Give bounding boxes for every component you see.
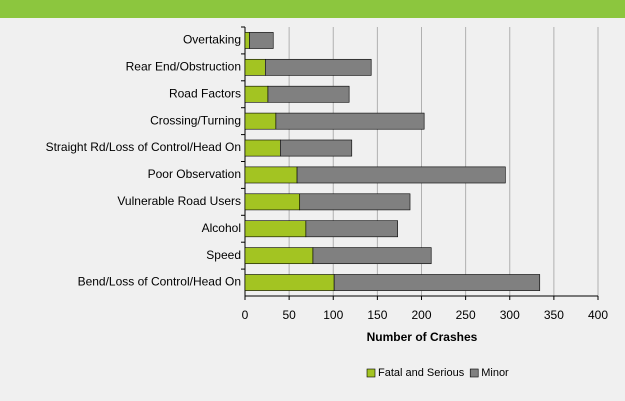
- y-tick-label: Bend/Loss of Control/Head On: [78, 275, 241, 289]
- bar-segment: [244, 220, 307, 238]
- bar-segment: [267, 85, 350, 103]
- x-tick-label: 250: [456, 308, 476, 322]
- legend-swatch: [366, 368, 376, 378]
- bar-segment: [264, 58, 372, 76]
- bar-segment: [244, 247, 314, 265]
- x-tick-label: 350: [544, 308, 564, 322]
- bar-segment: [244, 193, 301, 211]
- bar-segment: [249, 32, 274, 49]
- bar-segment: [275, 112, 425, 130]
- header-band: [0, 0, 625, 18]
- bar-segment: [244, 85, 269, 103]
- bar-segment: [244, 58, 266, 76]
- x-tick-label: 300: [500, 308, 520, 322]
- bar-segment: [296, 166, 506, 184]
- x-tick-label: 100: [323, 308, 343, 322]
- x-axis-label: Number of Crashes: [367, 330, 478, 344]
- y-tick-label: Straight Rd/Loss of Control/Head On: [46, 140, 241, 154]
- bar-segment: [312, 247, 432, 265]
- legend-swatch: [469, 368, 479, 378]
- bar-segment: [244, 112, 277, 130]
- y-tick-label: Rear End/Obstruction: [126, 60, 241, 74]
- y-tick-label: Speed: [206, 248, 241, 262]
- bar-segment: [305, 220, 398, 238]
- bar-segment: [244, 274, 335, 291]
- x-tick-label: 150: [367, 308, 387, 322]
- y-tick-label: Crossing/Turning: [150, 113, 241, 127]
- legend-label: Minor: [481, 367, 509, 379]
- x-tick-label: 400: [588, 308, 608, 322]
- y-tick-label: Road Factors: [169, 86, 241, 100]
- bar-segment: [333, 274, 541, 291]
- y-tick-label: Overtaking: [183, 33, 241, 47]
- legend-label: Fatal and Serious: [378, 367, 465, 379]
- x-tick-label: 0: [242, 308, 249, 322]
- x-tick-label: 50: [282, 308, 296, 322]
- bar-segment: [244, 139, 281, 157]
- y-tick-label: Poor Observation: [148, 167, 241, 181]
- bar-segment: [279, 139, 353, 157]
- bar-segment: [299, 193, 411, 211]
- y-tick-label: Vulnerable Road Users: [117, 194, 241, 208]
- x-tick-label: 200: [411, 308, 431, 322]
- y-tick-label: Alcohol: [202, 221, 241, 235]
- bar-segment: [244, 32, 250, 49]
- bar-segment: [244, 166, 298, 184]
